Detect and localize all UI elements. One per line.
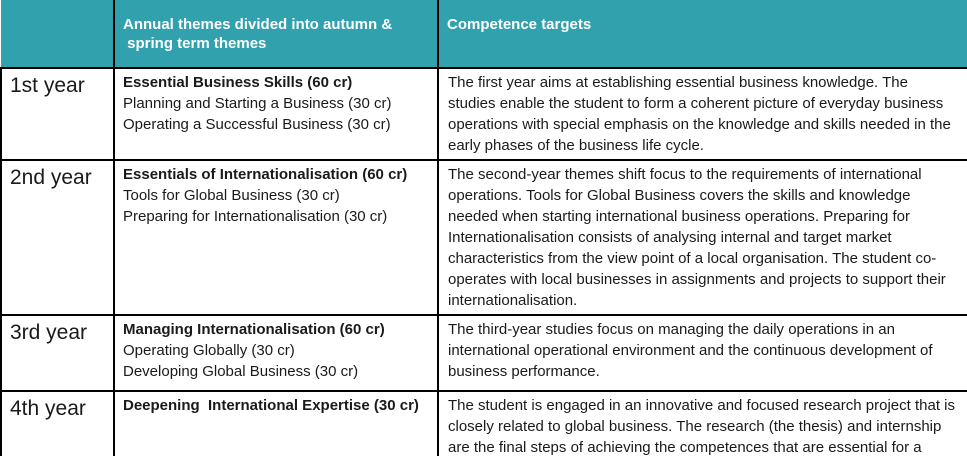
themes-cell: Essential Business Skills (60 cr) Planni… (113, 67, 439, 161)
year-label: 3rd year (0, 314, 115, 392)
competence-target-text: The third-year studies focus on managing… (437, 314, 967, 392)
theme-title: Essential Business Skills (60 cr) (123, 74, 353, 91)
year-label: 4th year (0, 390, 115, 456)
year-column-header (1, 0, 115, 69)
year-label: 1st year (0, 67, 115, 161)
theme-title: Deepening International Expertise (30 cr… (123, 397, 419, 414)
theme-item: Planning and Starting a Business (30 cr) (123, 95, 392, 112)
year-label: 2nd year (0, 159, 115, 316)
theme-item: Developing Global Business (30 cr) (123, 363, 359, 380)
table-row-4th-year: 4th year Deepening International Experti… (0, 390, 967, 456)
competence-target-text: The student is engaged in an innovative … (437, 390, 967, 456)
competence-target-text: The second-year themes shift focus to th… (437, 159, 967, 316)
theme-title: Essentials of Internationalisation (60 c… (123, 166, 408, 183)
themes-cell: Deepening International Expertise (30 cr… (113, 390, 439, 456)
themes-header-line1: Annual themes divided into autumn & (123, 16, 393, 33)
themes-cell: Managing Internationalisation (60 cr) Op… (113, 314, 439, 392)
theme-item: Tools for Global Business (30 cr) (123, 187, 340, 204)
table-row-3rd-year: 3rd year Managing Internationalisation (… (0, 314, 967, 392)
theme-item: Preparing for Internationalisation (30 c… (123, 208, 388, 225)
table-row-1st-year: 1st year Essential Business Skills (60 c… (0, 67, 967, 161)
theme-title: Managing Internationalisation (60 cr) (123, 321, 385, 338)
themes-cell: Essentials of Internationalisation (60 c… (113, 159, 439, 316)
themes-header-line2: spring term themes (123, 35, 267, 52)
themes-column-header: Annual themes divided into autumn & spri… (113, 0, 439, 69)
table-row-2nd-year: 2nd year Essentials of Internationalisat… (0, 159, 967, 316)
theme-item: Operating Globally (30 cr) (123, 342, 295, 359)
header-row: Annual themes divided into autumn & spri… (1, 0, 967, 69)
competence-target-text: The first year aims at establishing esse… (437, 67, 967, 161)
targets-column-header: Competence targets (437, 0, 967, 69)
theme-item: Operating a Successful Business (30 cr) (123, 116, 391, 133)
